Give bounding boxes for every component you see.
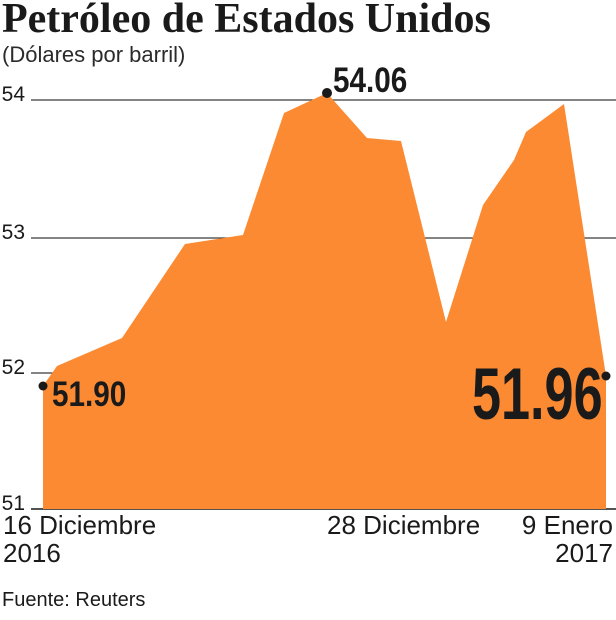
svg-text:16 Diciembre: 16 Diciembre xyxy=(3,510,156,540)
svg-text:Fuente: Reuters: Fuente: Reuters xyxy=(2,589,145,611)
svg-text:2017: 2017 xyxy=(555,538,613,568)
svg-text:52: 52 xyxy=(2,356,25,379)
svg-text:54: 54 xyxy=(2,83,26,106)
svg-text:2016: 2016 xyxy=(3,538,61,568)
svg-text:28 Diciembre: 28 Diciembre xyxy=(327,510,480,540)
svg-text:53: 53 xyxy=(2,221,25,244)
svg-text:9 Enero: 9 Enero xyxy=(522,510,613,540)
